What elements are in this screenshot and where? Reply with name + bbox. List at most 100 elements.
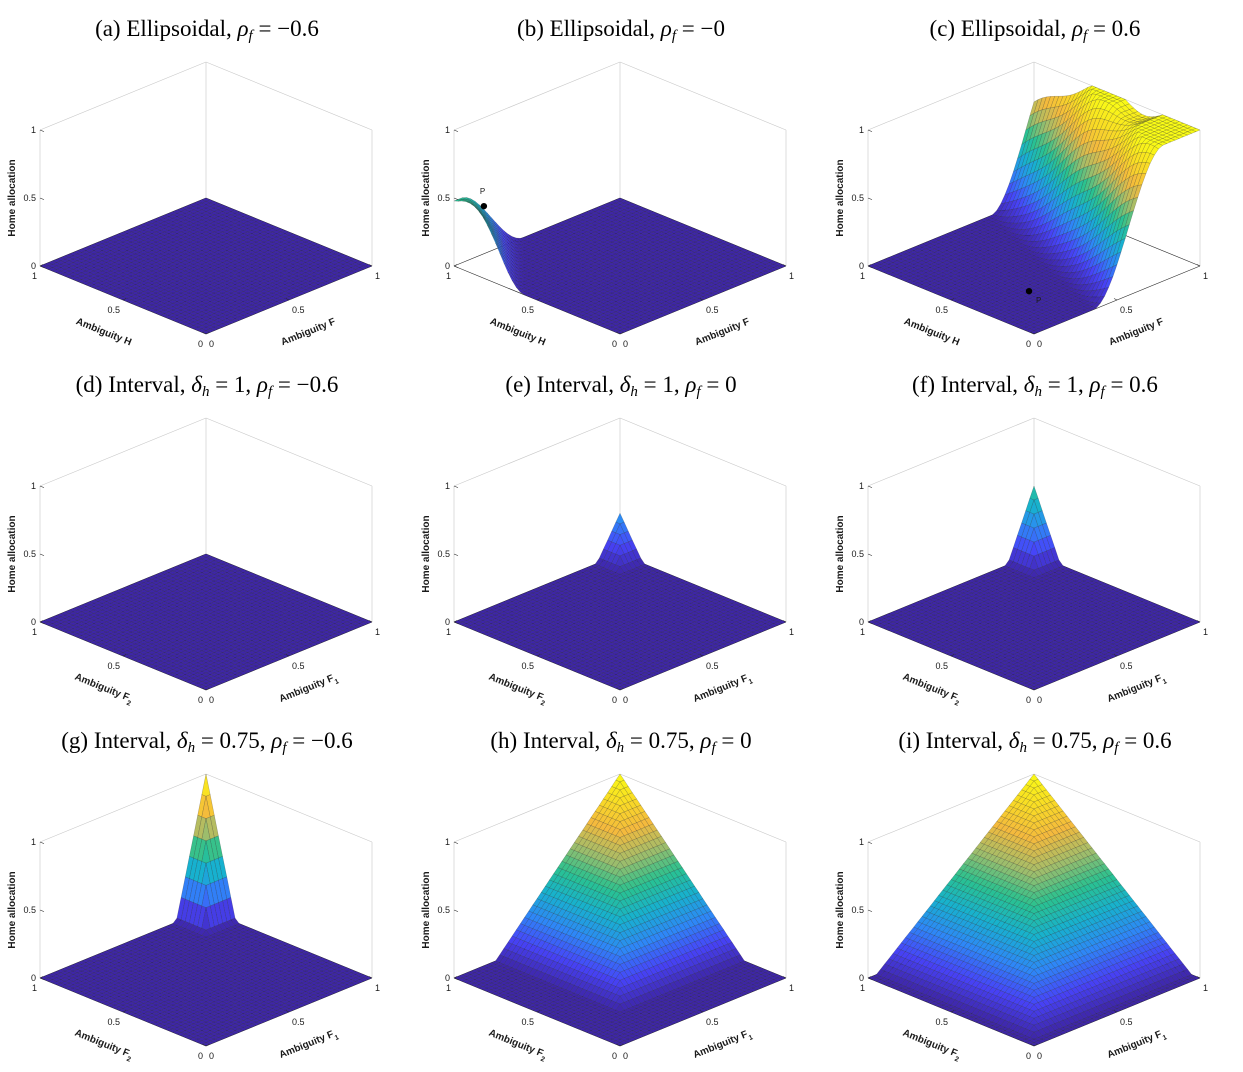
y-tick-label: 1 [375,271,380,281]
z-tick-label: 1 [31,125,36,135]
y-tick-label: 0 [1037,695,1042,705]
panel-title: (b) Ellipsoidal, ρf = −0 [414,16,828,45]
panel-title: (i) Interval, δh = 0.75, ρf = 0.6 [828,728,1242,757]
z-tick-label: 0.5 [23,193,36,203]
x-tick-label: 0.5 [107,1017,120,1027]
x-tick-label: 1 [860,627,865,637]
x-axis-label: Ambiguity H [902,316,961,348]
z-axis-label: Home allocation [7,871,18,948]
z-axis-label: Home allocation [835,159,846,236]
y-tick-label: 0.5 [292,1017,305,1027]
y-axis-label: Ambiguity F1 [1106,1028,1169,1064]
panel-title: (g) Interval, δh = 0.75, ρf = −0.6 [0,728,414,757]
surface-mesh [454,774,786,1046]
chart-panel-e: (e) Interval, δh = 1, ρf = 0 0 0.5 1 Home al… [414,360,828,716]
y-tick-label: 0.5 [1120,305,1133,315]
y-axis-label: Ambiguity F1 [692,672,755,708]
z-axis-label: Home allocation [835,871,846,948]
x-tick-label: 0.5 [935,1017,948,1027]
x-tick-label: 0 [198,1051,203,1061]
x-tick-label: 1 [446,627,451,637]
surface-mesh [454,513,786,690]
x-tick-label: 0 [612,695,617,705]
y-tick-label: 0 [1037,339,1042,349]
x-tick-label: 0 [612,1051,617,1061]
point-marker [1026,288,1032,294]
x-tick-label: 0 [198,339,203,349]
z-tick-label: 0.5 [23,549,36,559]
z-axis-label: Home allocation [421,515,432,592]
y-tick-label: 0 [1037,1051,1042,1061]
z-tick-label: 0 [31,973,36,983]
x-tick-label: 1 [860,271,865,281]
x-axis-label: Ambiguity F2 [72,672,135,708]
z-tick-label: 1 [859,481,864,491]
point-marker [481,203,487,209]
x-axis-label: Ambiguity F2 [900,672,963,708]
surface-mesh [868,86,1200,334]
z-tick-label: 1 [31,481,36,491]
y-tick-label: 1 [375,627,380,637]
panel-title: (e) Interval, δh = 1, ρf = 0 [414,372,828,401]
y-tick-label: 0.5 [292,661,305,671]
y-axis-label: Ambiguity F [1108,316,1166,348]
z-tick-label: 0 [859,261,864,271]
x-axis-label: Ambiguity F2 [486,1028,549,1064]
z-tick-label: 1 [445,125,450,135]
x-tick-label: 0.5 [521,661,534,671]
z-tick-label: 0 [859,973,864,983]
surface-mesh [40,554,372,690]
x-tick-label: 0 [1026,339,1031,349]
y-tick-label: 1 [375,983,380,993]
z-tick-label: 0 [445,617,450,627]
chart-panel-i: (i) Interval, δh = 0.75, ρf = 0.6 0 0.5 1 Ho… [828,716,1242,1072]
y-tick-label: 0 [209,695,214,705]
y-tick-label: 0 [623,339,628,349]
x-tick-label: 0.5 [935,661,948,671]
y-tick-label: 1 [1203,271,1208,281]
x-tick-label: 1 [32,983,37,993]
x-tick-label: 0 [1026,695,1031,705]
surface-mesh [868,774,1200,1046]
y-axis-label: Ambiguity F1 [278,672,341,708]
z-tick-label: 0 [31,261,36,271]
x-tick-label: 1 [860,983,865,993]
x-tick-label: 1 [32,627,37,637]
z-tick-label: 0.5 [23,905,36,915]
z-axis-label: Home allocation [7,515,18,592]
y-tick-label: 0.5 [1120,1017,1133,1027]
chart-panel-g: (g) Interval, δh = 0.75, ρf = −0.6 0 0.5 1 H… [0,716,414,1072]
y-tick-label: 0.5 [706,305,719,315]
z-axis-label: Home allocation [7,159,18,236]
y-tick-label: 0 [623,695,628,705]
x-tick-label: 0.5 [107,305,120,315]
y-axis-label: Ambiguity F [694,316,752,348]
y-tick-label: 0 [209,339,214,349]
z-tick-label: 1 [31,837,36,847]
y-tick-label: 0.5 [706,661,719,671]
y-axis-label: Ambiguity F1 [1106,672,1169,708]
x-axis-label: Ambiguity H [488,316,547,348]
y-axis-label: Ambiguity F1 [278,1028,341,1064]
z-tick-label: 1 [859,125,864,135]
y-tick-label: 0.5 [1120,661,1133,671]
z-tick-label: 0.5 [437,549,450,559]
z-axis: 0 0.5 1 Home allocation [7,837,44,983]
z-axis-label: Home allocation [421,159,432,236]
x-axis-label: Ambiguity H [74,316,133,348]
x-tick-label: 0 [1026,1051,1031,1061]
y-tick-label: 0.5 [706,1017,719,1027]
x-tick-label: 0.5 [521,305,534,315]
